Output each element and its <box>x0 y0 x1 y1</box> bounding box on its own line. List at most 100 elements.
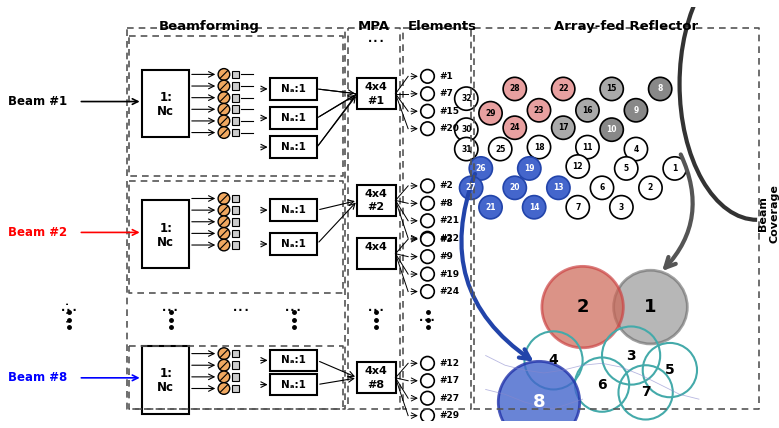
Text: 1: 1 <box>644 298 657 316</box>
Text: 5: 5 <box>624 164 629 173</box>
Bar <box>231 94 239 101</box>
Text: Nₐ:1: Nₐ:1 <box>281 355 306 366</box>
Text: #9: #9 <box>439 252 453 261</box>
Circle shape <box>614 270 687 344</box>
Bar <box>231 195 239 202</box>
Text: 1:: 1: <box>159 368 172 380</box>
Circle shape <box>469 157 492 180</box>
Text: 19: 19 <box>524 164 534 173</box>
Circle shape <box>218 68 230 80</box>
Bar <box>231 361 239 369</box>
Text: 1:: 1: <box>159 91 172 104</box>
Text: 4: 4 <box>548 354 559 367</box>
Text: 4x4: 4x4 <box>365 189 388 199</box>
Circle shape <box>421 285 435 298</box>
Circle shape <box>600 118 623 141</box>
Text: Nₐ:1: Nₐ:1 <box>281 380 306 389</box>
Circle shape <box>218 115 230 127</box>
Circle shape <box>218 127 230 138</box>
Bar <box>231 82 239 90</box>
Text: Beam
Coverage: Beam Coverage <box>758 184 779 244</box>
Text: 2: 2 <box>576 298 589 316</box>
Text: 8: 8 <box>533 393 545 411</box>
Circle shape <box>218 239 230 251</box>
Text: Beamforming: Beamforming <box>159 20 260 33</box>
Circle shape <box>421 268 435 281</box>
Text: Nc: Nc <box>157 381 174 394</box>
Bar <box>231 373 239 381</box>
Text: ···: ··· <box>232 303 251 321</box>
Text: Array-fed Reflector: Array-fed Reflector <box>554 20 698 33</box>
Text: Nₐ:1: Nₐ:1 <box>281 239 306 249</box>
Bar <box>270 78 317 100</box>
Circle shape <box>421 122 435 136</box>
Text: 3: 3 <box>626 348 636 363</box>
Text: 3: 3 <box>619 203 624 212</box>
Text: Beam #2: Beam #2 <box>8 226 67 239</box>
Circle shape <box>455 87 478 110</box>
Text: · · ·: · · · <box>62 301 76 323</box>
Bar <box>357 238 396 269</box>
Text: 4: 4 <box>633 145 639 154</box>
Text: Nₐ:1: Nₐ:1 <box>281 205 306 215</box>
Bar <box>231 206 239 214</box>
Text: 28: 28 <box>509 84 520 93</box>
Circle shape <box>547 176 570 199</box>
Text: #22: #22 <box>439 234 459 243</box>
Text: 15: 15 <box>607 84 617 93</box>
Text: 16: 16 <box>582 106 593 115</box>
Circle shape <box>218 228 230 239</box>
Circle shape <box>615 157 638 180</box>
Circle shape <box>218 204 230 216</box>
Text: #20: #20 <box>439 124 459 133</box>
Text: ···: ··· <box>284 303 303 321</box>
Text: ···: ··· <box>418 312 437 331</box>
Text: ···: ··· <box>367 33 386 52</box>
Circle shape <box>527 136 551 159</box>
Text: Nc: Nc <box>157 235 174 249</box>
Circle shape <box>421 214 435 228</box>
Circle shape <box>421 179 435 193</box>
Circle shape <box>566 196 590 219</box>
Circle shape <box>421 87 435 101</box>
Text: 12: 12 <box>573 162 583 171</box>
Bar <box>270 199 317 221</box>
Circle shape <box>488 137 512 160</box>
Text: 6: 6 <box>597 377 607 392</box>
Text: 4x4: 4x4 <box>365 366 388 376</box>
Text: #8: #8 <box>439 199 453 208</box>
Circle shape <box>479 101 502 125</box>
Text: Nₐ:1: Nₐ:1 <box>281 84 306 94</box>
Circle shape <box>218 360 230 371</box>
Text: 29: 29 <box>485 109 495 118</box>
Circle shape <box>218 216 230 228</box>
Bar <box>143 70 189 137</box>
Text: #7: #7 <box>439 89 453 98</box>
Circle shape <box>460 176 483 199</box>
Text: 8: 8 <box>657 84 663 93</box>
Text: 5: 5 <box>665 363 675 377</box>
Circle shape <box>218 80 230 92</box>
Circle shape <box>421 232 435 246</box>
Text: #24: #24 <box>439 287 460 296</box>
Text: 26: 26 <box>475 164 486 173</box>
Circle shape <box>218 371 230 383</box>
Circle shape <box>421 409 435 422</box>
Circle shape <box>421 104 435 118</box>
Text: 14: 14 <box>529 203 539 212</box>
Circle shape <box>479 196 502 219</box>
Text: 18: 18 <box>534 143 545 152</box>
Text: #29: #29 <box>439 411 460 420</box>
Text: 21: 21 <box>485 203 495 212</box>
Bar <box>231 71 239 78</box>
Bar <box>270 137 317 158</box>
Text: 32: 32 <box>461 94 471 103</box>
Circle shape <box>552 77 575 101</box>
Bar <box>270 374 317 395</box>
Bar <box>270 107 317 129</box>
Bar <box>231 105 239 113</box>
Circle shape <box>610 196 633 219</box>
Circle shape <box>503 176 527 199</box>
Circle shape <box>218 348 230 360</box>
Text: 4x4: 4x4 <box>365 82 388 92</box>
